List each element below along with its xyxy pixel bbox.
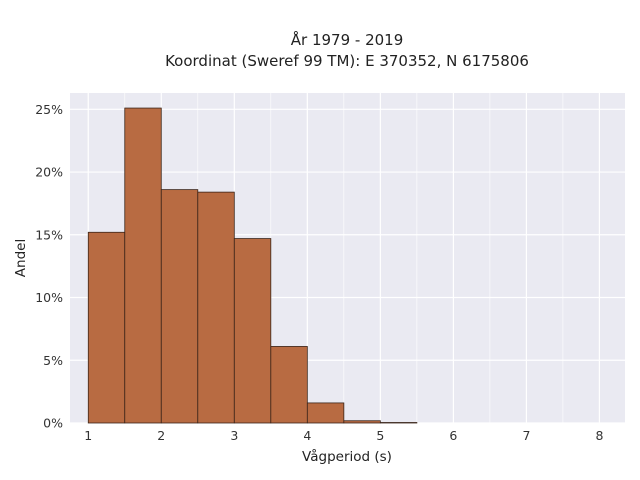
x-axis-ticks: 1 2 3 4 5 6 7 8	[84, 428, 603, 443]
x-axis-label: Vågperiod (s)	[302, 448, 392, 465]
histogram-bar	[197, 191, 235, 424]
x-tick-label: 7	[522, 428, 530, 443]
histogram-bar	[233, 238, 272, 424]
x-tick-label: 2	[157, 428, 165, 443]
y-tick-label: 5%	[43, 353, 63, 368]
histogram-bars	[87, 107, 418, 424]
histogram-bar	[270, 346, 308, 424]
chart-title: År 1979 - 2019	[291, 30, 404, 49]
y-tick-label: 20%	[35, 165, 63, 180]
x-tick-label: 3	[230, 428, 238, 443]
x-tick-label: 8	[595, 428, 603, 443]
chart-subtitle: Koordinat (Sweref 99 TM): E 370352, N 61…	[165, 52, 529, 70]
x-tick-label: 4	[303, 428, 311, 443]
histogram-bar	[379, 422, 418, 424]
y-tick-label: 25%	[35, 102, 63, 117]
y-axis-label: Andel	[13, 239, 29, 277]
y-tick-label: 15%	[35, 227, 63, 242]
x-tick-label: 6	[449, 428, 457, 443]
x-tick-label: 5	[376, 428, 384, 443]
histogram-bar	[306, 402, 345, 424]
y-tick-label: 0%	[43, 416, 63, 431]
histogram-bar	[343, 420, 381, 424]
histogram-bar	[87, 231, 126, 424]
x-tick-label: 1	[84, 428, 92, 443]
histogram-bar	[124, 107, 162, 424]
histogram-bar	[160, 189, 199, 424]
y-tick-label: 10%	[35, 290, 63, 305]
y-axis-ticks: 0% 5% 10% 15% 20% 25%	[35, 102, 63, 431]
